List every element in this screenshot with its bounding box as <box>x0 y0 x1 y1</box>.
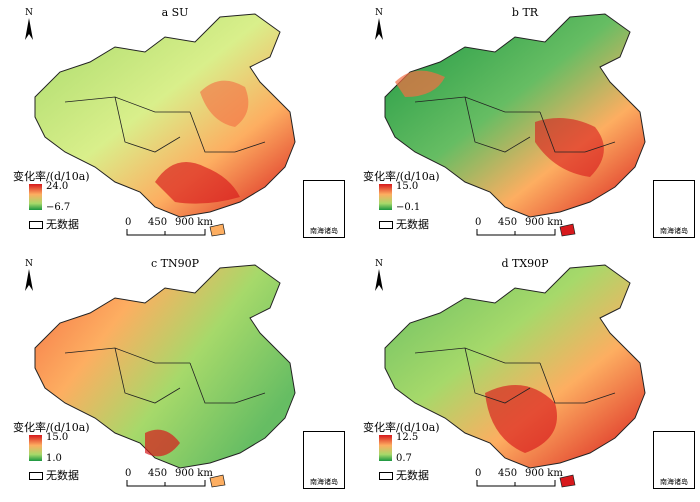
china-map-tx90p <box>384 264 646 488</box>
north-arrow-icon: N <box>369 8 389 44</box>
legend: 变化率/(d/10a) 24.0 −6.7 无数据 <box>13 168 133 231</box>
scale-bar: 0 450 900 km <box>473 468 623 492</box>
panel-title: b TR <box>511 6 539 19</box>
legend-title: 变化率/(d/10a) <box>363 421 440 434</box>
south-china-sea-inset: 南海诸岛 <box>653 431 695 489</box>
legend-title: 变化率/(d/10a) <box>363 170 440 183</box>
legend-nodata: 无数据 <box>379 467 429 483</box>
legend-max: 15.0 <box>46 432 69 443</box>
legend: 变化率/(d/10a) 15.0 −0.1 无数据 <box>363 168 483 231</box>
legend: 变化率/(d/10a) 12.5 0.7 无数据 <box>363 419 483 482</box>
legend: 变化率/(d/10a) 15.0 1.0 无数据 <box>13 419 133 482</box>
legend-max: 24.0 <box>46 181 69 192</box>
panel-title: a SU <box>161 6 189 19</box>
legend-color-bar <box>379 435 392 461</box>
panel-title: c TN90P <box>150 257 200 270</box>
panel-title: d TX90P <box>501 257 549 270</box>
scale-bar: 0 450 900 km <box>123 217 273 241</box>
scale-bar: 0 450 900 km <box>473 217 623 241</box>
south-china-sea-inset: 南海诸岛 <box>303 431 345 489</box>
map-panel-tr: b TR N 变化率/(d/10a) 15.0 −0.1 无数据 0 450 9… <box>355 2 695 247</box>
north-arrow-icon: N <box>19 259 39 295</box>
scale-bar: 0 450 900 km <box>123 468 273 492</box>
legend-max: 15.0 <box>396 181 419 192</box>
north-arrow-icon: N <box>369 259 389 295</box>
north-arrow-icon: N <box>19 8 39 44</box>
legend-min: 0.7 <box>396 453 412 464</box>
south-china-sea-inset: 南海诸岛 <box>653 180 695 238</box>
china-map-tr <box>384 13 646 237</box>
legend-title: 变化率/(d/10a) <box>13 170 90 183</box>
legend-nodata: 无数据 <box>29 216 79 232</box>
legend-nodata: 无数据 <box>379 216 429 232</box>
south-china-sea-inset: 南海诸岛 <box>303 180 345 238</box>
map-panel-tx90p: d TX90P N 变化率/(d/10a) 12.5 0.7 无数据 0 450… <box>355 253 695 498</box>
legend-min: 1.0 <box>46 453 62 464</box>
legend-title: 变化率/(d/10a) <box>13 421 90 434</box>
map-panel-su: a SU N 变化率/(d/10a) 24.0 −6.7 无数据 0 450 9… <box>5 2 345 247</box>
legend-min: −6.7 <box>46 202 71 213</box>
legend-max: 12.5 <box>396 432 419 443</box>
legend-color-bar <box>379 184 392 210</box>
legend-color-bar <box>29 435 42 461</box>
china-map-tn90p <box>34 264 296 488</box>
legend-min: −0.1 <box>396 202 421 213</box>
china-map-su <box>34 13 296 237</box>
map-panel-tn90p: c TN90P N 变化率/(d/10a) 15.0 1.0 无数据 0 450… <box>5 253 345 498</box>
legend-color-bar <box>29 184 42 210</box>
legend-nodata: 无数据 <box>29 467 79 483</box>
